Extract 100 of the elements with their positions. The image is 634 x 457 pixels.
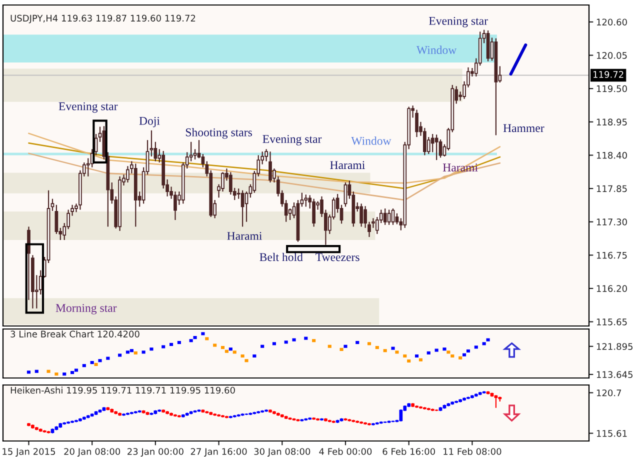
bar	[189, 339, 193, 342]
bar	[224, 350, 228, 353]
candlestick	[360, 203, 364, 228]
y-tick-label: 118.40	[596, 152, 627, 159]
bar	[177, 340, 181, 344]
bar	[252, 354, 256, 358]
candlestick	[50, 198, 54, 212]
annotation: Evening star	[429, 16, 488, 28]
bar	[244, 359, 248, 362]
chart-title: 3 Line Break Chart 120.4200	[10, 330, 140, 338]
bar	[407, 359, 411, 363]
x-tick-label: 20 Jan 08:00	[64, 448, 120, 457]
bar	[162, 345, 166, 348]
bar	[486, 338, 490, 342]
bar	[26, 370, 31, 374]
y-tick-label: 116.20	[596, 285, 627, 292]
y-tick-label: 113.645	[596, 371, 632, 378]
bar	[462, 353, 466, 356]
candlestick	[494, 394, 498, 408]
candlestick	[54, 204, 58, 234]
bar	[356, 340, 360, 344]
bar	[70, 370, 74, 374]
candlestick	[344, 182, 348, 208]
bar	[82, 364, 86, 368]
bar	[474, 346, 478, 349]
x-tick-label: 6 Feb 16:00	[382, 448, 435, 455]
y-tick-label: 120.05	[596, 52, 627, 59]
x-tick-label: 27 Jan 16:00	[190, 448, 247, 457]
annotation: Belt hold	[260, 252, 303, 262]
bar	[220, 346, 225, 350]
bar	[292, 338, 296, 342]
bar	[426, 351, 430, 354]
annotation: Tweezers	[316, 253, 360, 262]
y-tick-label: 116.75	[596, 252, 627, 259]
candlestick	[383, 208, 387, 226]
bar	[34, 370, 38, 373]
bar	[201, 332, 205, 336]
candlestick	[415, 109, 418, 138]
bar	[54, 372, 58, 376]
bar	[228, 348, 232, 351]
candlestick	[304, 194, 308, 208]
annotation: Evening star	[58, 102, 118, 113]
bar	[403, 354, 407, 358]
annotation: Hammer	[503, 124, 544, 132]
bar	[395, 350, 399, 354]
bar	[193, 336, 197, 340]
bar	[466, 349, 470, 353]
bar	[375, 346, 379, 350]
text: USDJPY,H4 119.63 119.87 119.60 119.72	[10, 14, 196, 24]
bar	[442, 348, 446, 351]
annotation: Harami	[227, 232, 262, 240]
candlestick	[150, 130, 154, 157]
y-tick-label: 121.895	[596, 343, 632, 350]
x-tick-label: 30 Jan 08:00	[254, 448, 310, 457]
chart-title: Heiken-Ashi 119.95 119.71 119.71 119.95 119.60	[10, 386, 235, 394]
annotation: Morning star	[56, 304, 117, 314]
annotation: Evening star	[262, 135, 322, 146]
ref-line-label: 119.72	[594, 71, 624, 78]
bar	[414, 354, 419, 358]
candlestick	[387, 209, 391, 226]
candlestick	[126, 166, 130, 184]
candlestick	[391, 208, 395, 226]
y-tick-label: 115.61	[596, 430, 627, 437]
bar	[169, 342, 174, 346]
bar	[367, 342, 372, 346]
x-tick-label: 23 Jan 00:00	[128, 448, 184, 457]
candlestick	[434, 134, 438, 161]
y-tick-label: 117.30	[596, 218, 627, 226]
candlestick	[154, 141, 158, 162]
bar	[260, 344, 264, 348]
bar	[205, 337, 209, 340]
bar	[126, 350, 130, 354]
y-tick-label: 120.7	[596, 389, 622, 396]
candlestick	[268, 151, 272, 184]
bar	[150, 348, 154, 351]
bar	[142, 350, 146, 354]
bar	[482, 342, 486, 346]
candlestick	[27, 226, 30, 301]
bar	[344, 344, 348, 348]
annotation: Harami	[330, 161, 365, 170]
bar	[90, 360, 94, 364]
y-tick-label: 120.60	[596, 18, 627, 26]
annotation: Window	[416, 46, 457, 54]
x-tick-label: 15 Jan 2015	[2, 448, 56, 457]
bar	[118, 354, 122, 357]
y-tick-label: 115.65	[596, 318, 627, 326]
bar	[434, 348, 438, 352]
bar	[383, 349, 387, 352]
x-tick-label: 11 Feb 08:00	[444, 448, 502, 455]
bar	[450, 354, 454, 358]
annotation: Shooting stars	[186, 128, 252, 139]
bar	[46, 370, 50, 373]
candlestick	[312, 198, 316, 228]
bar	[74, 368, 78, 372]
bar	[418, 358, 423, 362]
annotation: Window	[351, 136, 392, 145]
bar	[284, 340, 288, 344]
bar	[62, 372, 66, 376]
bar	[130, 349, 134, 352]
bar	[340, 348, 344, 351]
